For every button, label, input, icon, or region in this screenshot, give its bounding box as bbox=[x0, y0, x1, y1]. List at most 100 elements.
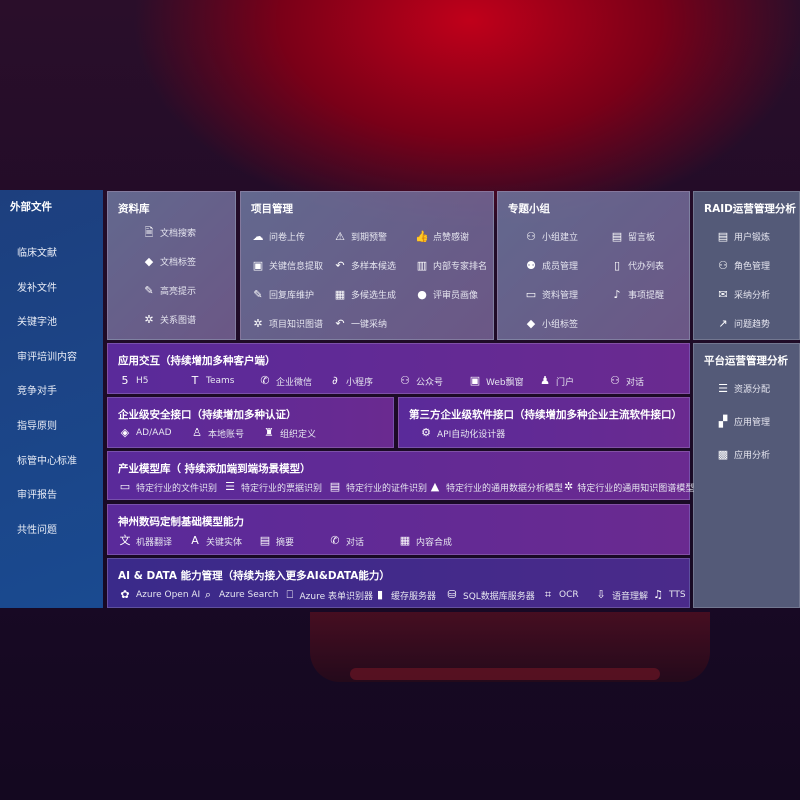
sidebar-item[interactable]: 共性问题 bbox=[17, 524, 57, 536]
menu-item[interactable]: 5 H5 bbox=[118, 371, 188, 391]
menu-item[interactable]: ☰ 资源分配 bbox=[716, 372, 800, 405]
id-card-icon: ▤ bbox=[717, 229, 729, 243]
ranking-icon: ▥ bbox=[416, 258, 428, 272]
sidebar-item[interactable]: 指导原则 bbox=[17, 421, 57, 432]
menu-item-label: 项目知识图谱 bbox=[269, 320, 324, 330]
menu-item[interactable]: ▤ 摘要 bbox=[258, 531, 328, 551]
document-icon: ▤ bbox=[259, 534, 271, 547]
menu-item[interactable]: ⎕ Azure 表单识别器 bbox=[284, 585, 373, 605]
menu-item[interactable]: 👍 点赞感谢 bbox=[415, 222, 497, 251]
tag-icon: ◆ bbox=[526, 316, 536, 330]
menu-item-label: 多样本候选 bbox=[351, 262, 397, 272]
menu-item[interactable]: ▣ Web飘窗 bbox=[468, 371, 538, 391]
item-list: 文机器翻译 A 关键实体 ▤ 摘要 ✆ 对话 ▦ 内容合成 bbox=[118, 531, 518, 551]
menu-item[interactable]: ☁ 问卷上传 bbox=[251, 222, 333, 251]
menu-item[interactable]: ✆ 对话 bbox=[328, 531, 398, 551]
menu-item[interactable]: ♜ 组织定义 bbox=[262, 423, 334, 443]
sidebar-item[interactable]: 关键字池 bbox=[17, 317, 57, 329]
menu-item[interactable]: ▦ 内容合成 bbox=[398, 531, 468, 551]
menu-item[interactable]: ↶ 一键采纳 bbox=[333, 309, 415, 338]
menu-item[interactable]: ⚇ 角色管理 bbox=[716, 251, 800, 280]
menu-item[interactable]: ✲ 特定行业的通用知识图谱模型 bbox=[564, 477, 694, 497]
menu-item[interactable]: ↗ 问题趋势 bbox=[716, 309, 800, 338]
menu-item[interactable]: ✿ Azure Open AI bbox=[118, 585, 201, 605]
menu-item[interactable]: ⇩ 语音理解 bbox=[594, 585, 651, 605]
menu-item[interactable]: ⚇ 对话 bbox=[608, 371, 678, 391]
menu-item[interactable]: ▥ 内部专家排名 bbox=[415, 251, 497, 280]
menu-item-label: 公众号 bbox=[416, 377, 444, 388]
search-icon: ⌕ bbox=[204, 588, 212, 601]
panel-app-interaction: 应用交互（持续增加多种客户端） 5 H5 T Teams ✆ 企业微信 ∂ 小程序 ⚇ 公众号 ▣ W… bbox=[107, 343, 690, 394]
chart-icon: ▲ bbox=[430, 480, 440, 493]
sidebar-item[interactable]: 审评培训内容 bbox=[17, 351, 77, 363]
menu-item[interactable]: ♫ TTS bbox=[651, 585, 691, 605]
menu-item[interactable]: ● 评审员画像 bbox=[415, 280, 497, 309]
menu-item[interactable]: ▤ 留言板 bbox=[610, 222, 696, 251]
item-list: ▭ 特定行业的文件识别 ☰ 特定行业的票据识别 ▤ 特定行业的证件识别 ▲ 特定行业的通用数据… bbox=[118, 477, 694, 497]
menu-item[interactable]: ☰ 特定行业的票据识别 bbox=[223, 477, 328, 497]
menu-item-label: AD/AAD bbox=[136, 428, 172, 438]
menu-item[interactable]: ◆ 文档标签 bbox=[142, 247, 234, 276]
panel-title: 资料库 bbox=[118, 203, 150, 215]
menu-item[interactable]: ✆ 企业微信 bbox=[258, 371, 328, 391]
menu-item[interactable]: ▤ 用户锻炼 bbox=[716, 222, 800, 251]
menu-item[interactable]: A 关键实体 bbox=[188, 531, 258, 551]
menu-item[interactable]: ⚉ 成员管理 bbox=[524, 251, 610, 280]
menu-item[interactable]: ◆ 小组标签 bbox=[524, 309, 610, 338]
menu-item[interactable]: ⚇ 小组建立 bbox=[524, 222, 610, 251]
sidebar-item[interactable]: 临床文献 bbox=[17, 248, 57, 259]
menu-item[interactable]: ▩ 应用分析 bbox=[716, 438, 800, 471]
menu-item[interactable]: 文机器翻译 bbox=[118, 531, 188, 551]
menu-item-label: 小程序 bbox=[346, 377, 374, 388]
item-list: ☁ 问卷上传 ⚠ 到期预警 👍 点赞感谢 ▣ 关键信息提取 ↶ 多样本候选 ▥ 内部专家排名 ✎ 回复库维… bbox=[251, 222, 497, 338]
menu-item-label: 关键信息提取 bbox=[269, 262, 324, 272]
menu-item[interactable]: ⚙ API自动化设计器 bbox=[419, 423, 505, 443]
menu-item-label: API自动化设计器 bbox=[437, 429, 506, 440]
menu-item[interactable]: ◈ AD/AAD bbox=[118, 423, 190, 443]
menu-item[interactable]: ♟ 门户 bbox=[538, 371, 608, 391]
sidebar-item[interactable]: 发补文件 bbox=[17, 282, 57, 294]
menu-item[interactable]: ✉ 采纳分析 bbox=[716, 280, 800, 309]
reply-icon: ↶ bbox=[335, 316, 345, 330]
wechat-icon: ✆ bbox=[260, 374, 270, 387]
menu-item[interactable]: ▲ 特定行业的通用数据分析模型 bbox=[428, 477, 564, 497]
menu-item[interactable]: ⚠ 到期预警 bbox=[333, 222, 415, 251]
menu-item[interactable]: T Teams bbox=[188, 371, 258, 391]
menu-item[interactable]: ▞ 应用管理 bbox=[716, 405, 800, 438]
menu-item[interactable]: ⌗ OCR bbox=[541, 585, 594, 605]
menu-item[interactable]: ⚇ 公众号 bbox=[398, 371, 468, 391]
menu-item[interactable]: ▯ 代办列表 bbox=[610, 251, 696, 280]
puzzle-icon: ▦ bbox=[399, 534, 411, 547]
menu-item-label: Azure 表单识别器 bbox=[299, 591, 374, 602]
menu-item[interactable]: ▮ 缓存服务器 bbox=[373, 585, 445, 605]
menu-item[interactable]: ⌕ Azure Search bbox=[201, 585, 284, 605]
panel-title: 平台运营管理分析 bbox=[704, 355, 788, 367]
menu-item[interactable]: ✲ 关系图谱 bbox=[142, 305, 234, 334]
bell-icon: ♪ bbox=[613, 287, 621, 301]
menu-item[interactable]: ✎ 回复库维护 bbox=[251, 280, 333, 309]
openai-icon: ✿ bbox=[120, 588, 130, 601]
menu-item[interactable]: ∂ 小程序 bbox=[328, 371, 398, 391]
sidebar-item[interactable]: 竞争对手 bbox=[17, 386, 57, 398]
checklist-icon: ☰ bbox=[718, 381, 728, 395]
sidebar-item[interactable]: 审评报告 bbox=[17, 490, 57, 502]
menu-item-label: 回复库维护 bbox=[269, 291, 315, 301]
apps-icon: ▞ bbox=[718, 414, 728, 428]
menu-item[interactable]: ▭ 资料管理 bbox=[524, 280, 610, 309]
menu-item[interactable]: ↶ 多样本候选 bbox=[333, 251, 415, 280]
sidebar-item[interactable]: 标管中心标准 bbox=[17, 455, 77, 467]
menu-item[interactable]: ▣ 关键信息提取 bbox=[251, 251, 333, 280]
pen-icon: ✎ bbox=[144, 283, 154, 297]
menu-item[interactable]: ⛁ SQL数据库服务器 bbox=[445, 585, 541, 605]
menu-item[interactable]: ✲ 项目知识图谱 bbox=[251, 309, 333, 338]
panel-title: 神州数码定制基础模型能力 bbox=[118, 516, 244, 528]
menu-item-label: 一键采纳 bbox=[351, 320, 388, 330]
menu-item[interactable]: ♙ 本地账号 bbox=[190, 423, 262, 443]
menu-item[interactable]: ✎ 高亮提示 bbox=[142, 276, 234, 305]
menu-item[interactable]: 🗎 文档搜索 bbox=[142, 218, 234, 247]
menu-item[interactable]: ▭ 特定行业的文件识别 bbox=[118, 477, 223, 497]
menu-item[interactable]: ▦ 多候选生成 bbox=[333, 280, 415, 309]
menu-item[interactable]: ▤ 特定行业的证件识别 bbox=[328, 477, 428, 497]
alarm-icon: ⚠ bbox=[335, 229, 345, 243]
menu-item[interactable]: ♪ 事项提醒 bbox=[610, 280, 696, 309]
